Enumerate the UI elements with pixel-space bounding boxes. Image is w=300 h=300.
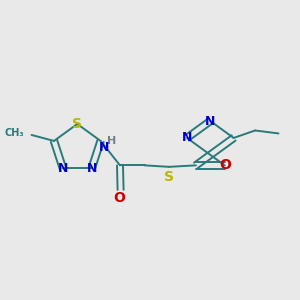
Text: S: S bbox=[164, 170, 174, 184]
Text: CH₃: CH₃ bbox=[4, 128, 24, 139]
Text: N: N bbox=[86, 162, 97, 175]
Text: O: O bbox=[219, 158, 231, 172]
Text: N: N bbox=[205, 115, 215, 128]
Text: S: S bbox=[72, 117, 82, 131]
Text: N: N bbox=[98, 141, 109, 154]
Text: N: N bbox=[182, 131, 192, 144]
Text: O: O bbox=[113, 191, 125, 205]
Text: H: H bbox=[107, 136, 116, 146]
Text: N: N bbox=[58, 162, 68, 175]
